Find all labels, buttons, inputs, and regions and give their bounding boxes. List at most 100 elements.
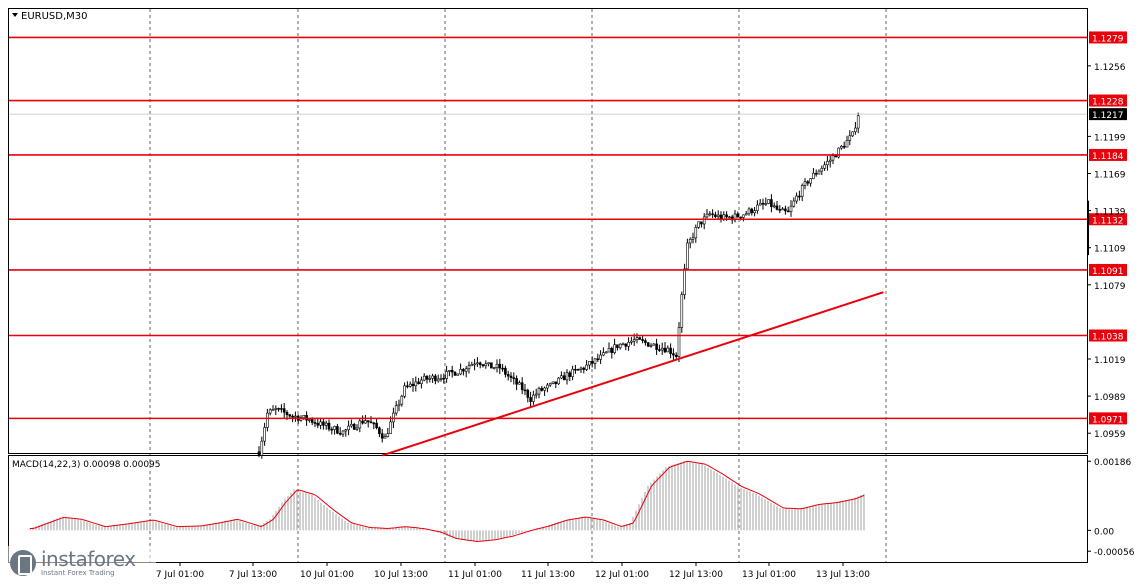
candle-down: [481, 364, 485, 367]
candle-down: [310, 419, 314, 423]
candle-down: [417, 381, 420, 385]
level-price-label: 1.0971: [1092, 415, 1124, 425]
candle-up: [831, 155, 835, 161]
candle-up: [308, 419, 311, 421]
candle-down: [655, 343, 658, 350]
candle-up: [840, 145, 843, 149]
candle-down: [834, 155, 838, 158]
candle-up: [579, 367, 583, 370]
candle-up: [758, 202, 762, 206]
candle-down: [378, 427, 381, 434]
logo-name: instaforex: [41, 547, 136, 571]
candle-up: [364, 420, 367, 424]
y-tick-label: 1.1256: [1094, 63, 1126, 73]
candle-down: [775, 205, 779, 210]
candle-down: [700, 221, 703, 225]
candle-down: [316, 423, 320, 426]
candle-down: [442, 377, 446, 380]
price-panel-frame: [8, 8, 1088, 454]
candle-down: [750, 208, 754, 214]
candle-up: [747, 208, 751, 215]
candle-up: [837, 147, 840, 158]
candle-down: [285, 411, 289, 416]
candle-layer: [257, 112, 860, 459]
candle-up: [355, 427, 359, 430]
candle-down: [562, 375, 566, 381]
macd-panel-frame: [8, 455, 1088, 563]
candle-up: [263, 427, 266, 442]
candle-up: [394, 405, 398, 414]
candle-up: [534, 393, 538, 396]
candle-up: [792, 200, 796, 207]
candle-up: [389, 421, 392, 434]
level-price-tag: [1089, 329, 1127, 342]
candle-up: [593, 358, 597, 364]
candle-up: [585, 364, 588, 370]
level-price-label: 1.1184: [1092, 152, 1124, 162]
candle-up: [764, 203, 768, 205]
candle-down: [624, 343, 628, 347]
candle-up: [543, 387, 546, 391]
symbol-label: EURUSD,M30: [21, 11, 87, 22]
candle-up: [422, 375, 426, 381]
candle-up: [728, 216, 731, 219]
candle-down: [515, 378, 518, 385]
x-tick-label: 7 Jul 01:00: [156, 570, 205, 580]
axis-layer: 7 Jul 01:00 7 Jul 13:00 10 Jul 01:00 10 Jul…: [156, 63, 1135, 580]
trendline: [381, 291, 884, 457]
candle-up: [341, 430, 345, 435]
level-price-tag: [1089, 148, 1127, 161]
candle-down: [490, 362, 493, 369]
candle-up: [845, 140, 849, 148]
level-price-label: 1.1228: [1092, 98, 1124, 108]
candle-down: [658, 349, 661, 351]
candle-up: [294, 415, 297, 418]
candle-down: [327, 422, 331, 430]
candle-up: [473, 363, 476, 366]
candle-down: [526, 389, 530, 398]
instaforex-logo-icon: [10, 550, 36, 576]
candle-up: [602, 352, 605, 356]
candle-up: [518, 382, 521, 385]
candle-up: [599, 354, 602, 360]
level-price-tag: [1089, 213, 1127, 226]
candle-down: [478, 362, 482, 365]
level-price-label: 1.1038: [1092, 333, 1124, 343]
candle-down: [336, 426, 339, 434]
candle-up: [397, 403, 401, 407]
candle-up: [459, 369, 462, 375]
x-tick-label: 11 Jul 13:00: [521, 570, 575, 580]
x-tick-label: 13 Jul 13:00: [816, 570, 870, 580]
candle-down: [361, 420, 364, 424]
candle-down: [291, 415, 294, 418]
candle-up: [812, 172, 815, 179]
candle-up: [652, 343, 656, 346]
candle-up: [686, 242, 689, 270]
candle-up: [660, 347, 664, 351]
level-price-label: 1.1091: [1092, 267, 1124, 277]
candle-up: [428, 377, 432, 380]
candle-up: [649, 344, 653, 347]
candle-down: [450, 369, 454, 373]
candle-down: [520, 382, 524, 391]
candle-down: [761, 202, 765, 205]
candle-up: [350, 424, 353, 427]
candle-down: [322, 421, 325, 426]
candle-up: [403, 385, 406, 397]
candle-up: [742, 214, 745, 218]
candle-up: [800, 185, 804, 197]
candle-down: [372, 422, 376, 425]
candle-up: [302, 415, 306, 418]
candle-up: [697, 221, 700, 228]
dropdown-triangle-icon[interactable]: [12, 13, 18, 17]
candle-up: [820, 167, 824, 172]
candle-down: [669, 347, 672, 354]
candle-down: [806, 181, 810, 184]
candle-up: [666, 347, 670, 353]
candle-up: [705, 213, 709, 218]
candle-up: [268, 409, 272, 414]
level-price-tag: [1089, 263, 1127, 276]
level-price-tag: [1089, 31, 1127, 44]
candle-down: [411, 383, 415, 387]
